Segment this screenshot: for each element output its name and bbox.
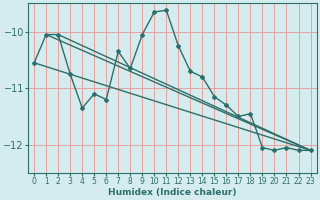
X-axis label: Humidex (Indice chaleur): Humidex (Indice chaleur) [108,188,236,197]
